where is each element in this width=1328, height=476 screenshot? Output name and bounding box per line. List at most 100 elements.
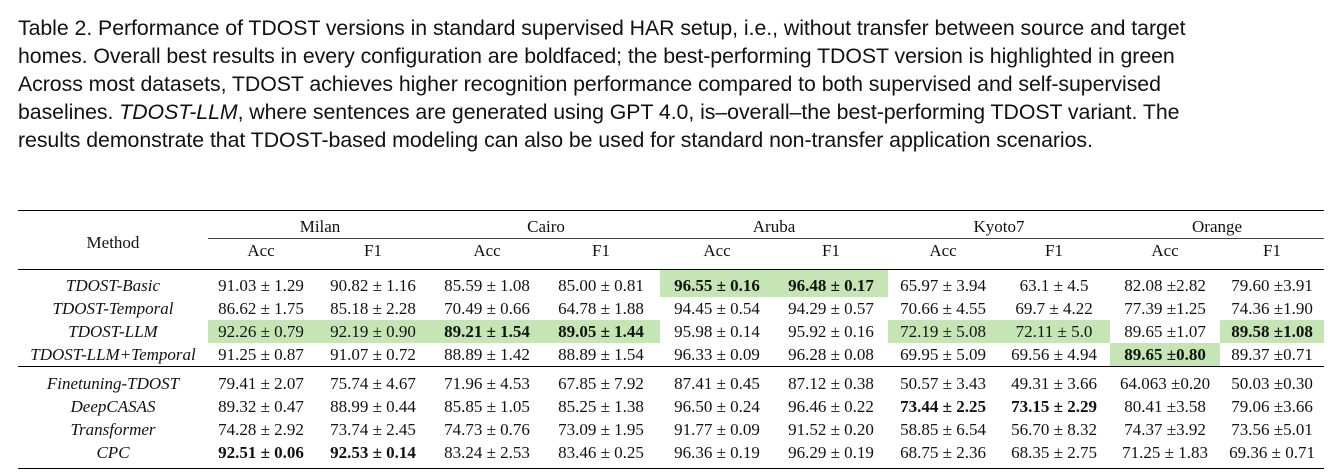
result-cell: 72.11 ± 5.0 bbox=[998, 320, 1111, 343]
caption-line: baselines. TDOST-LLM, where sentences ar… bbox=[18, 98, 1324, 126]
result-cell: 73.44 ± 2.25 bbox=[900, 396, 986, 416]
result-cell: 91.52 ± 0.20 bbox=[788, 419, 874, 439]
result-cell: 89.58 ±1.08 bbox=[1220, 320, 1325, 343]
result-cell: 69.95 ± 5.09 bbox=[900, 344, 986, 364]
result-cell: 73.09 ± 1.95 bbox=[558, 419, 644, 439]
method-name: TDOST-Temporal bbox=[52, 298, 174, 318]
result-cell: 64.78 ± 1.88 bbox=[558, 298, 644, 318]
result-cell: 50.03 ±0.30 bbox=[1231, 373, 1313, 393]
caption-emphasis: TDOST-LLM bbox=[119, 100, 238, 124]
result-cell: 92.19 ± 0.90 bbox=[314, 320, 433, 343]
result-cell: 92.26 ± 0.79 bbox=[208, 320, 314, 343]
result-cell: 50.57 ± 3.43 bbox=[900, 373, 986, 393]
dataset-header: Kyoto7 bbox=[888, 210, 1111, 239]
result-cell: 85.18 ± 2.28 bbox=[330, 298, 416, 318]
method-name: DeepCASAS bbox=[70, 396, 156, 416]
result-cell: 74.36 ±1.90 bbox=[1231, 298, 1313, 318]
header-row-metrics: Acc F1 Acc F1 Acc F1 Acc F1 Acc F1 bbox=[18, 239, 1324, 270]
result-cell: 89.65 ±1.07 bbox=[1124, 321, 1206, 341]
result-cell: 83.46 ± 0.25 bbox=[558, 442, 644, 462]
caption-line: homes. Overall best results in every con… bbox=[18, 44, 1175, 68]
result-cell: 73.56 ±5.01 bbox=[1231, 419, 1313, 439]
result-cell: 89.32 ± 0.47 bbox=[218, 396, 304, 416]
result-cell: 89.65 ±0.80 bbox=[1110, 343, 1221, 367]
result-cell: 67.85 ± 7.92 bbox=[558, 373, 644, 393]
result-cell: 96.28 ± 0.08 bbox=[788, 344, 874, 364]
result-cell: 79.41 ± 2.07 bbox=[218, 373, 304, 393]
result-cell: 63.1 ± 4.5 bbox=[1019, 275, 1089, 295]
result-cell: 70.66 ± 4.55 bbox=[900, 298, 986, 318]
result-cell: 83.24 ± 2.53 bbox=[444, 442, 530, 462]
method-name: TDOST-LLM+Temporal bbox=[30, 344, 196, 364]
header-row-datasets: Method Milan Cairo Aruba Kyoto7 Orange bbox=[18, 210, 1325, 252]
result-cell: 91.07 ± 0.72 bbox=[330, 344, 416, 364]
result-cell: 85.59 ± 1.08 bbox=[444, 275, 530, 295]
result-cell: 74.28 ± 2.92 bbox=[218, 419, 304, 439]
result-cell: 92.53 ± 0.14 bbox=[330, 442, 416, 462]
caption-line: results demonstrate that TDOST-based mod… bbox=[18, 128, 1093, 152]
result-cell: 69.36 ± 0.71 bbox=[1229, 442, 1315, 462]
method-name: TDOST-LLM bbox=[68, 321, 158, 341]
result-cell: 85.00 ± 0.81 bbox=[558, 275, 644, 295]
metric-header: Acc bbox=[473, 241, 501, 260]
result-cell: 74.37 ±3.92 bbox=[1124, 419, 1206, 439]
result-cell: 79.06 ±3.66 bbox=[1231, 396, 1313, 416]
result-cell: 72.19 ± 5.08 bbox=[888, 320, 999, 343]
result-cell: 68.75 ± 2.36 bbox=[900, 442, 986, 462]
result-cell: 96.55 ± 0.16 bbox=[660, 269, 775, 297]
caption-line: Table 2. Performance of TDOST versions i… bbox=[18, 16, 1186, 40]
result-cell: 96.46 ± 0.22 bbox=[788, 396, 874, 416]
result-cell: 95.98 ± 0.14 bbox=[674, 321, 760, 341]
metric-header: F1 bbox=[822, 241, 840, 260]
table-row: TDOST-LLM 92.26 ± 0.79 92.19 ± 0.90 89.21 ±… bbox=[18, 320, 1325, 343]
results-table: Method Milan Cairo Aruba Kyoto7 Orange A… bbox=[18, 210, 1325, 469]
caption-text: baselines. bbox=[18, 100, 120, 124]
result-cell: 88.99 ± 0.44 bbox=[330, 396, 416, 416]
result-cell: 82.08 ±2.82 bbox=[1124, 275, 1206, 295]
caption-text: , where sentences are generated using GP… bbox=[237, 100, 1180, 124]
method-name: Finetuning-TDOST bbox=[46, 373, 180, 393]
metric-header: F1 bbox=[1045, 241, 1064, 260]
result-cell: 89.05 ± 1.44 bbox=[542, 320, 661, 343]
table-row: Finetuning-TDOST 79.41 ± 2.07 75.74 ± 4.67… bbox=[18, 366, 1325, 396]
table-row: TDOST-LLM+Temporal 91.25 ± 0.87 91.07 ± 0.… bbox=[18, 343, 1324, 367]
result-cell: 70.49 ± 0.66 bbox=[444, 298, 530, 318]
result-cell: 96.50 ± 0.24 bbox=[674, 396, 760, 416]
table-row: TDOST-Temporal 86.62 ± 1.75 85.18 ± 2.28 70… bbox=[18, 297, 1324, 320]
result-cell: 68.35 ± 2.75 bbox=[1011, 442, 1097, 462]
method-name: Transformer bbox=[70, 419, 156, 439]
metric-header: Acc bbox=[1151, 241, 1179, 260]
result-cell: 87.12 ± 0.38 bbox=[788, 373, 874, 393]
result-cell: 88.89 ± 1.54 bbox=[558, 344, 644, 364]
result-cell: 96.33 ± 0.09 bbox=[674, 344, 760, 364]
dataset-header: Milan bbox=[208, 210, 433, 239]
method-name: CPC bbox=[96, 442, 130, 462]
result-cell: 85.25 ± 1.38 bbox=[558, 396, 644, 416]
result-cell: 88.89 ± 1.42 bbox=[444, 344, 530, 364]
result-cell: 71.96 ± 4.53 bbox=[444, 373, 530, 393]
result-cell: 80.41 ±3.58 bbox=[1124, 396, 1206, 416]
method-name: TDOST-Basic bbox=[65, 275, 161, 295]
metric-header: F1 bbox=[364, 241, 382, 260]
result-cell: 69.7 ± 4.22 bbox=[1015, 298, 1093, 318]
result-cell: 74.73 ± 0.76 bbox=[444, 419, 530, 439]
table-caption: Table 2. Performance of TDOST versions i… bbox=[18, 14, 1324, 154]
table-row: CPC 92.51 ± 0.06 92.53 ± 0.14 83.24 ± 2.53 8… bbox=[18, 441, 1325, 469]
result-cell: 90.82 ± 1.16 bbox=[330, 275, 416, 295]
result-cell: 95.92 ± 0.16 bbox=[788, 321, 874, 341]
result-cell: 94.45 ± 0.54 bbox=[674, 298, 760, 318]
result-cell: 89.37 ±0.71 bbox=[1231, 344, 1313, 364]
metric-header: Acc bbox=[247, 241, 275, 260]
table-row: DeepCASAS 89.32 ± 0.47 88.99 ± 0.44 85.85 ±… bbox=[18, 395, 1324, 418]
result-cell: 56.70 ± 8.32 bbox=[1011, 419, 1097, 439]
metric-header: Acc bbox=[703, 241, 731, 260]
result-cell: 87.41 ± 0.45 bbox=[674, 373, 760, 393]
dataset-header: Orange bbox=[1110, 210, 1325, 239]
metric-header: Acc bbox=[929, 241, 957, 260]
result-cell: 91.77 ± 0.09 bbox=[674, 419, 760, 439]
method-header: Method bbox=[86, 232, 140, 252]
result-cell: 96.29 ± 0.19 bbox=[788, 442, 874, 462]
result-cell: 94.29 ± 0.57 bbox=[788, 298, 874, 318]
result-cell: 73.15 ± 2.29 bbox=[1011, 396, 1097, 416]
table-row: TDOST-Basic 91.03 ± 1.29 90.82 ± 1.16 85.59… bbox=[18, 269, 1325, 297]
